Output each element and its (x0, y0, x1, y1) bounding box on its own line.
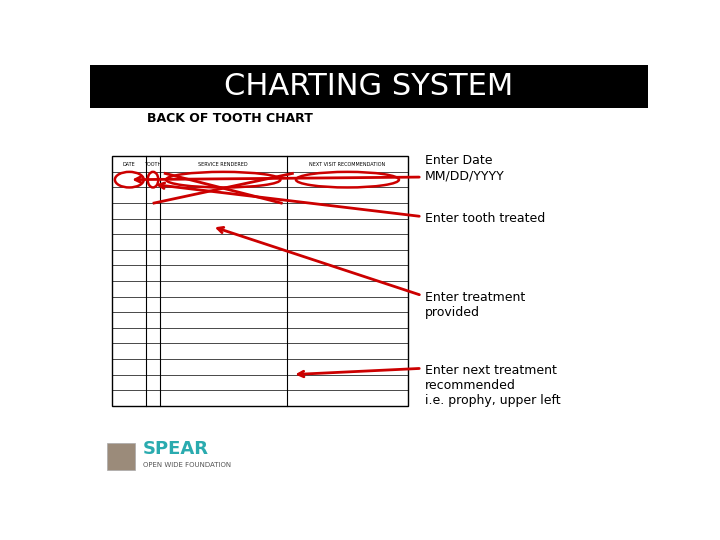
Bar (112, 156, 408, 406)
Text: NEXT VISIT RECOMMENDATION: NEXT VISIT RECOMMENDATION (310, 161, 385, 166)
Bar (90, 65, 648, 109)
Text: OPEN WIDE FOUNDATION: OPEN WIDE FOUNDATION (143, 462, 231, 468)
Text: TOOTH: TOOTH (144, 161, 161, 166)
Text: Enter tooth treated: Enter tooth treated (425, 212, 545, 225)
Text: Enter treatment
provided: Enter treatment provided (425, 292, 525, 320)
Text: Enter Date
MM/DD/YYYY: Enter Date MM/DD/YYYY (425, 154, 505, 182)
Text: Enter next treatment
recommended
i.e. prophy, upper left: Enter next treatment recommended i.e. pr… (425, 364, 560, 407)
Text: SERVICE RENDERED: SERVICE RENDERED (199, 161, 248, 166)
Text: CHARTING SYSTEM: CHARTING SYSTEM (225, 72, 513, 102)
Text: DATE: DATE (123, 161, 135, 166)
Text: BACK OF TOOTH CHART: BACK OF TOOTH CHART (147, 112, 312, 125)
Bar (107, 443, 135, 470)
Text: SPEAR: SPEAR (143, 440, 209, 457)
